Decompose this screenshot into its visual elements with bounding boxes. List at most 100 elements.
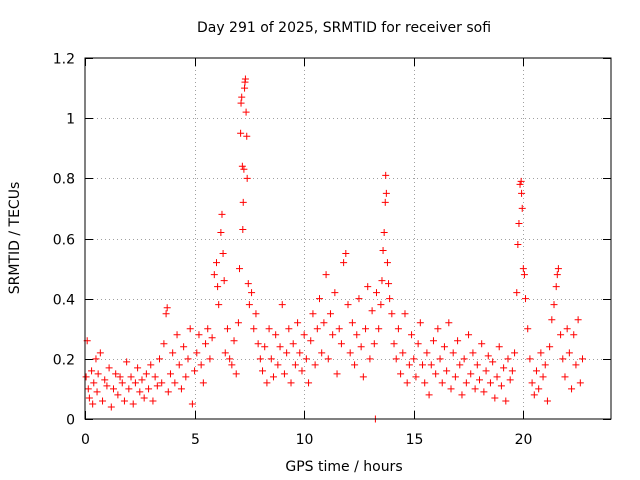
data-point	[140, 394, 148, 402]
data-point	[518, 189, 526, 197]
data-point	[329, 331, 337, 339]
data-point	[241, 75, 249, 83]
y-tick-label: 1	[66, 112, 75, 128]
data-point	[546, 343, 554, 351]
data-point	[333, 370, 341, 378]
data-point	[269, 373, 277, 381]
data-point	[497, 382, 505, 390]
axis-ticks: 0 0.2 0.4 0.6 0.8 1 1.2 0 5 10 15 20	[53, 52, 611, 448]
data-point	[553, 271, 561, 279]
data-point	[236, 265, 244, 273]
data-point	[177, 385, 185, 393]
data-point	[245, 301, 253, 309]
chart-title: Day 291 of 2025, SRMTID for receiver sof…	[197, 20, 491, 36]
data-point	[265, 325, 273, 333]
data-point	[123, 358, 131, 366]
data-point	[539, 373, 547, 381]
data-point	[401, 310, 409, 318]
data-point	[423, 349, 431, 357]
data-point	[476, 376, 483, 384]
data-point	[563, 325, 571, 333]
data-point	[397, 370, 405, 378]
data-point	[151, 373, 159, 381]
data-point	[180, 343, 188, 351]
y-tick-label: 0	[66, 413, 75, 429]
data-point	[85, 394, 93, 402]
y-tick-label: 0.6	[53, 233, 75, 249]
data-point	[131, 379, 139, 387]
x-tick-label: 15	[406, 432, 424, 448]
data-point	[213, 259, 220, 267]
data-point	[432, 370, 440, 378]
y-tick-label: 1.2	[53, 52, 75, 68]
data-point	[84, 385, 92, 393]
data-point	[489, 358, 497, 366]
data-point	[278, 301, 286, 309]
data-point	[335, 325, 343, 333]
data-point	[175, 361, 183, 369]
data-point	[127, 373, 135, 381]
data-point	[572, 361, 580, 369]
data-point	[116, 373, 124, 381]
data-point	[173, 331, 181, 339]
data-point	[252, 310, 260, 318]
data-point	[239, 225, 247, 233]
data-point	[514, 241, 522, 249]
data-point	[541, 361, 549, 369]
data-point	[362, 325, 370, 333]
data-point	[188, 400, 196, 408]
data-point	[458, 391, 466, 399]
data-point	[491, 394, 499, 402]
data-point	[388, 310, 396, 318]
data-point	[309, 310, 317, 318]
data-point	[429, 337, 437, 345]
data-point	[528, 379, 536, 387]
data-point	[218, 210, 226, 218]
data-point	[289, 340, 297, 348]
data-point	[381, 198, 389, 206]
data-point	[259, 367, 267, 375]
data-points	[82, 75, 587, 423]
data-point	[486, 379, 494, 387]
data-point	[359, 373, 367, 381]
data-point	[579, 355, 587, 363]
data-point	[169, 349, 177, 357]
data-point	[412, 373, 420, 381]
data-point	[386, 295, 394, 303]
data-point	[382, 171, 390, 179]
data-point	[394, 325, 402, 333]
x-tick-label: 20	[515, 432, 533, 448]
data-point	[191, 367, 199, 375]
x-tick-label: 0	[81, 432, 90, 448]
data-point	[451, 373, 459, 381]
data-point	[438, 379, 446, 387]
y-tick-label: 0.8	[53, 172, 75, 188]
data-point	[462, 379, 470, 387]
data-point	[436, 355, 444, 363]
data-point	[355, 295, 363, 303]
x-tick-label: 5	[191, 432, 200, 448]
data-point	[574, 316, 582, 324]
data-point	[101, 376, 109, 384]
data-point	[353, 331, 361, 339]
data-point	[548, 316, 556, 324]
data-point	[532, 367, 540, 375]
data-point	[554, 265, 562, 273]
data-point	[105, 364, 113, 372]
data-point	[223, 325, 231, 333]
data-point	[305, 379, 313, 387]
data-point	[434, 325, 442, 333]
data-point	[316, 295, 324, 303]
data-point	[171, 379, 179, 387]
data-point	[237, 99, 245, 107]
data-point	[445, 319, 453, 327]
data-point	[287, 379, 295, 387]
data-point	[300, 331, 308, 339]
data-point	[482, 367, 490, 375]
data-point	[129, 400, 137, 408]
x-tick-label: 10	[296, 432, 314, 448]
data-point	[142, 370, 150, 378]
y-tick-label: 0.4	[53, 293, 75, 309]
data-point	[162, 310, 170, 318]
data-point	[93, 388, 101, 396]
